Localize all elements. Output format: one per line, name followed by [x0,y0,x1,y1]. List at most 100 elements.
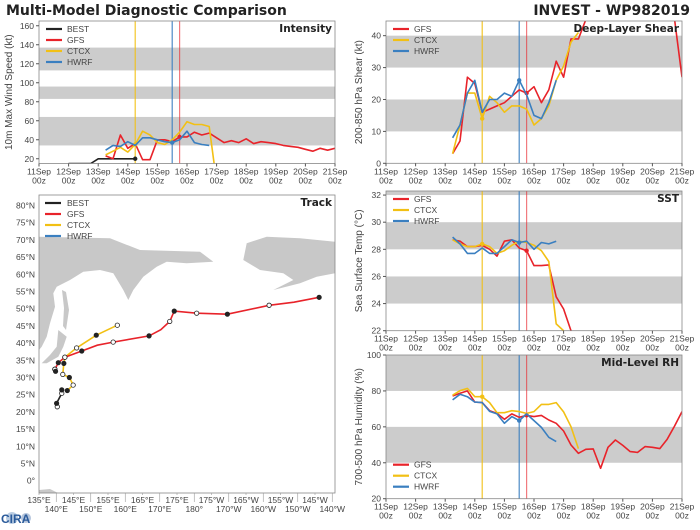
series-line-hwrf [105,130,210,151]
x-tick-label: 00z [409,175,423,185]
x-tick-label: 00z [646,175,660,185]
x-tick-label: 00z [62,176,76,186]
rh-panel: 2040608010011Sep00z12Sep00z13Sep00z14Sep… [354,350,695,521]
x-tick-label: 17Sep [551,166,576,176]
x-tick-label: 20Sep [293,167,318,177]
track-point-ctcx [60,371,66,378]
lat-tick-label: 80°N [16,201,35,211]
legend-label: BEST [67,198,89,208]
x-tick-label: 20Sep [640,334,665,344]
series-line-ctcx [451,32,580,154]
track-point-gfs [146,333,152,339]
x-tick-label: 15Sep [492,334,517,344]
panel-title: Deep-Layer Shear [573,23,679,35]
x-tick-label: 00z [675,175,689,185]
legend-label: HWRF [67,57,93,67]
lon-tick-label: 155°E [96,495,120,505]
x-tick-label: 00z [299,176,313,186]
track-point-gfs [316,294,322,300]
panel-title: Track [301,197,333,209]
x-tick-label: 00z [121,176,135,186]
track-point-gfs [171,308,177,314]
legend-label: HWRF [414,46,440,56]
lon-tick-label: 155°W [268,495,294,505]
series-line-hwrf [452,236,557,255]
lat-tick-label: 65°N [16,252,35,262]
y-tick-label: 22 [372,326,382,336]
lat-tick-label: 70°N [16,235,35,245]
y-tick-label: 20 [372,94,382,104]
lon-tick-label: 175°E [165,495,189,505]
shaded-band [386,35,682,68]
x-tick-label: 15Sep [492,166,517,176]
track-panel: 80°N 75°N 70°N 65°N 60°N 55°N 50°N 45°N 40°N 35°N… [16,194,345,514]
x-tick-label: 00z [498,175,512,185]
y-tick-label: 100 [367,350,381,360]
x-tick-label: 20Sep [640,502,665,512]
x-tick-label: 12Sep [403,166,428,176]
legend-label: CTCX [67,46,90,56]
x-tick-label: 16Sep [522,166,547,176]
x-tick-label: 00z [210,176,224,186]
panel-title: Mid-Level RH [601,357,679,369]
x-tick-label: 00z [527,343,541,353]
y-tick-label: 0 [376,158,381,168]
track-point-gfs [224,311,230,317]
x-tick-label: 16Sep [522,334,547,344]
x-tick-label: 19Sep [611,334,636,344]
series-line-ctcx [452,387,580,449]
x-tick-label: 00z [269,176,283,186]
y-tick-label: 120 [20,59,34,69]
shaded-band [386,426,682,463]
series-line-hwrf [451,79,557,139]
panel-title: SST [657,193,680,205]
land-mass [41,330,67,364]
shear-panel: 01020304011Sep00z12Sep00z13Sep00z14Sep00… [354,20,695,185]
x-tick-label: 14Sep [463,334,488,344]
x-tick-label: 13Sep [433,502,458,512]
legend-label: HWRF [414,482,440,492]
x-tick-label: 12Sep [56,167,81,177]
cira-logo: CIRA [1,512,31,526]
panel-title: Intensity [279,23,332,35]
y-tick-label: 26 [372,271,382,281]
lon-tick-label: 145°E [62,495,86,505]
lat-tick-label: 10°N [16,441,35,451]
plot-frame [38,194,336,494]
track-point-gfs [55,360,61,366]
shaded-band [39,86,335,99]
track-point-hwrf [52,368,59,374]
x-tick-label: 21Sep [670,166,695,176]
x-tick-label: 00z [675,511,689,521]
y-axis-label: 200-850 hPa Shear (kt) [354,40,365,144]
x-tick-label: 21Sep [670,334,695,344]
y-tick-label: 30 [372,217,382,227]
series-line-gfs [105,131,335,161]
y-axis-label: 700-500 hPa Humidity (%) [354,368,365,485]
sst-plot-area [386,191,682,331]
x-tick-label: 00z [32,176,46,186]
x-tick-label: 00z [379,343,393,353]
x-tick-label: 18Sep [581,502,606,512]
x-tick-label: 00z [328,176,342,186]
lat-tick-label: 15°N [16,424,35,434]
x-tick-label: 00z [616,175,630,185]
series-marker-ctcx [480,394,485,399]
x-tick-label: 00z [646,511,660,521]
y-axis-label: 10m Max Wind Speed (kt) [4,34,15,150]
x-tick-label: 15Sep [145,167,170,177]
logo-text: CIRA [1,512,31,525]
track-point-ctcx [70,382,76,388]
lat-tick-label: 55°N [16,287,35,297]
land-mass [62,290,69,330]
x-tick-label: 20Sep [640,166,665,176]
x-tick-label: 00z [498,511,512,521]
y-tick-label: 20 [372,494,382,504]
legend-label: CTCX [414,35,437,45]
lon-tick-label: 150°E [79,504,103,514]
lat-tick-label: 45°N [16,321,35,331]
x-tick-label: 11Sep [374,166,398,176]
x-tick-label: 00z [468,343,482,353]
series-marker-hwrf [517,418,522,423]
